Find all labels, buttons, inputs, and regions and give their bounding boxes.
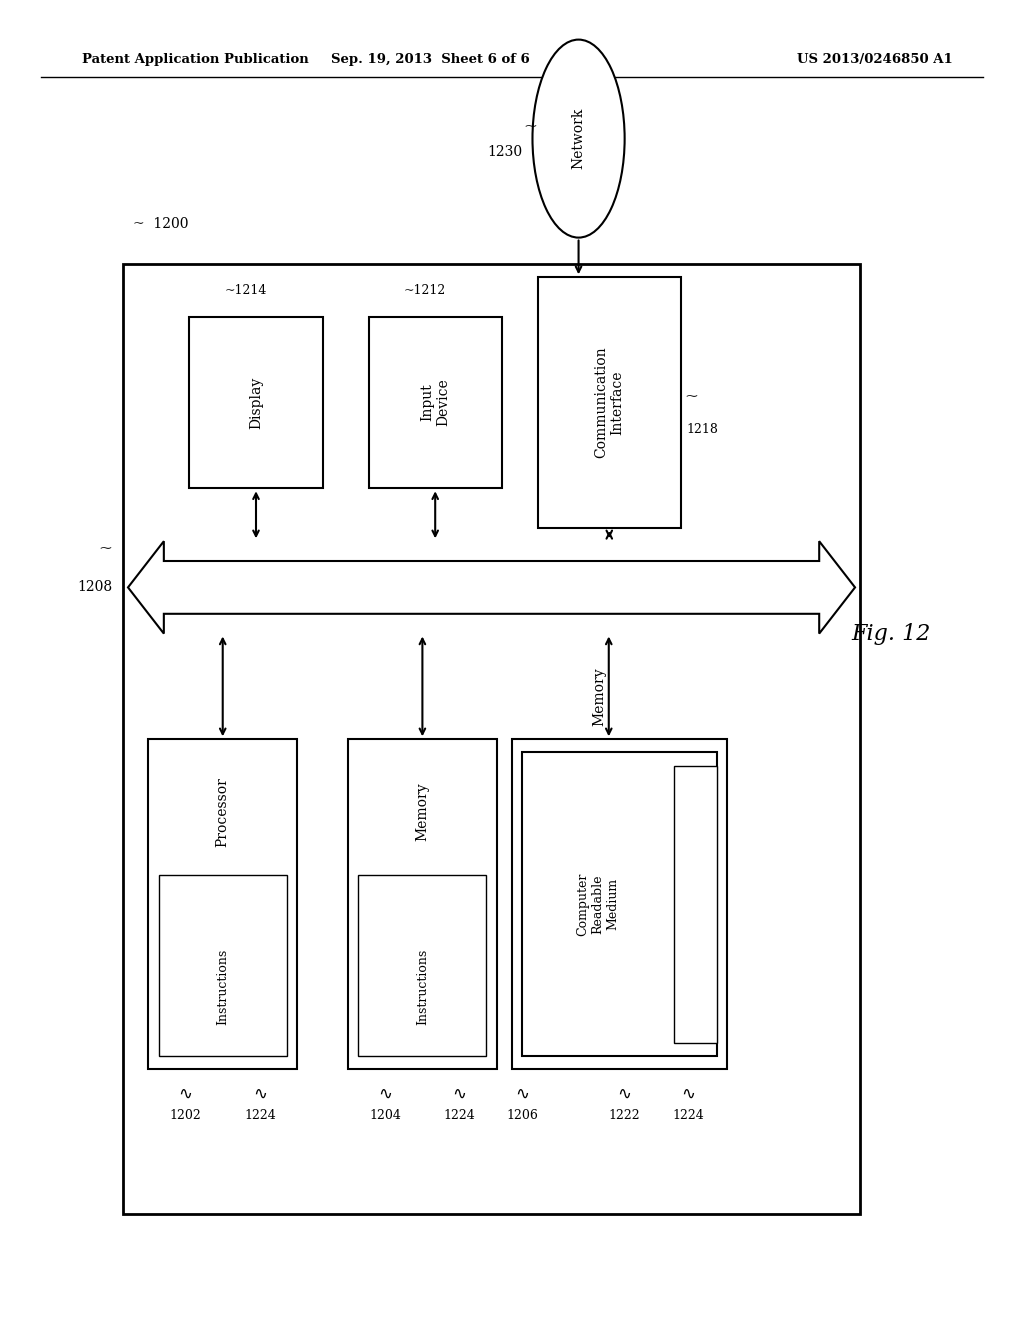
Text: ∿: ∿ [178, 1085, 193, 1104]
Text: 1230: 1230 [487, 145, 522, 158]
Text: Sep. 19, 2013  Sheet 6 of 6: Sep. 19, 2013 Sheet 6 of 6 [331, 53, 529, 66]
Text: Memory: Memory [592, 668, 606, 726]
Text: ∿: ∿ [515, 1085, 529, 1104]
Text: 1204: 1204 [370, 1109, 401, 1122]
Text: 1224: 1224 [443, 1109, 475, 1122]
Text: 1224: 1224 [244, 1109, 275, 1122]
Text: ~1214: ~1214 [224, 284, 267, 297]
FancyBboxPatch shape [522, 752, 717, 1056]
Text: 1218: 1218 [686, 422, 718, 436]
FancyBboxPatch shape [369, 317, 502, 488]
Text: ~1212: ~1212 [403, 284, 446, 297]
Ellipse shape [532, 40, 625, 238]
Text: 1208: 1208 [78, 581, 113, 594]
FancyBboxPatch shape [189, 317, 323, 488]
FancyBboxPatch shape [674, 766, 717, 1043]
FancyBboxPatch shape [159, 874, 287, 1056]
Text: ∿: ∿ [378, 1085, 392, 1104]
Text: Computer
Readable
Medium: Computer Readable Medium [577, 873, 620, 936]
Text: Instructions: Instructions [416, 949, 429, 1024]
Text: ~: ~ [523, 117, 538, 133]
Text: ∿: ∿ [453, 1085, 467, 1104]
Text: Instructions: Instructions [216, 949, 229, 1024]
Text: Processor: Processor [216, 777, 229, 846]
Text: Display: Display [249, 376, 263, 429]
Polygon shape [128, 541, 855, 634]
Text: Fig. 12: Fig. 12 [851, 623, 931, 644]
Text: ~  1200: ~ 1200 [133, 216, 188, 231]
FancyBboxPatch shape [123, 264, 860, 1214]
Text: Communication
Interface: Communication Interface [594, 347, 625, 458]
FancyBboxPatch shape [348, 739, 497, 1069]
Text: Patent Application Publication: Patent Application Publication [82, 53, 308, 66]
Text: ∿: ∿ [681, 1085, 695, 1104]
Text: US 2013/0246850 A1: US 2013/0246850 A1 [797, 53, 952, 66]
FancyBboxPatch shape [538, 277, 681, 528]
Text: 1222: 1222 [608, 1109, 640, 1122]
FancyBboxPatch shape [512, 739, 727, 1069]
Text: ∿: ∿ [616, 1085, 631, 1104]
Text: Input
Device: Input Device [420, 379, 451, 426]
Text: ∿: ∿ [253, 1085, 267, 1104]
Text: 1224: 1224 [673, 1109, 705, 1122]
Text: 1206: 1206 [506, 1109, 539, 1122]
Text: Instructions: Instructions [690, 870, 700, 939]
Text: ~: ~ [98, 540, 113, 556]
Text: ~: ~ [684, 388, 698, 404]
FancyBboxPatch shape [148, 739, 297, 1069]
FancyBboxPatch shape [358, 874, 486, 1056]
Text: Memory: Memory [416, 783, 429, 841]
Text: Network: Network [571, 108, 586, 169]
Text: 1202: 1202 [170, 1109, 202, 1122]
